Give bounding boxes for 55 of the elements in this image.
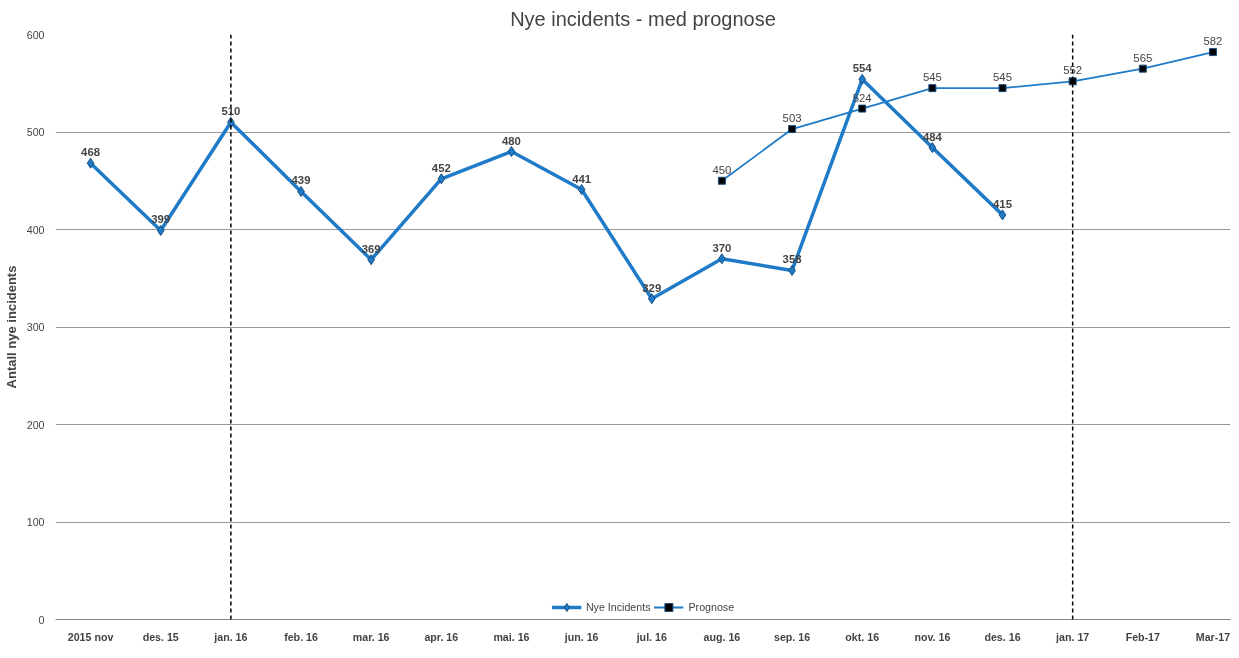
- data-label: 450: [712, 163, 732, 176]
- x-tick-label: aug. 16: [703, 630, 741, 643]
- data-label: 510: [221, 105, 241, 118]
- x-tick-label: Feb-17: [1125, 630, 1161, 643]
- data-label: 415: [993, 197, 1012, 210]
- point: [577, 184, 586, 196]
- x-tick-label: sep. 16: [774, 630, 811, 643]
- x-tick-label: jan. 16: [213, 630, 248, 643]
- x-tick-label: des. 15: [142, 630, 179, 643]
- x-tick-label: jun. 16: [563, 630, 599, 643]
- data-label: 370: [712, 241, 732, 254]
- data-label: 565: [1133, 51, 1153, 64]
- data-label: 503: [782, 112, 802, 125]
- y-tick-label: 0: [38, 613, 45, 626]
- data-label: 452: [431, 161, 451, 174]
- data-label: 441: [572, 172, 592, 185]
- x-tick-label: Mar-17: [1195, 630, 1231, 643]
- data-label: 480: [502, 134, 521, 147]
- point: [928, 142, 937, 154]
- x-tick-label: mai. 16: [493, 630, 530, 643]
- data-label: 552: [1063, 64, 1083, 77]
- y-tick-label: 300: [26, 321, 45, 333]
- legend-label: Prognose: [688, 601, 735, 613]
- data-label: 545: [993, 71, 1012, 84]
- data-label: 439: [291, 174, 311, 187]
- point: [86, 157, 95, 169]
- x-tick-label: mar. 16: [352, 630, 390, 643]
- x-tick-label: jan. 17: [1055, 630, 1090, 643]
- data-label: 484: [922, 130, 943, 143]
- y-tick-label: 100: [26, 516, 45, 528]
- data-label: 554: [852, 62, 873, 75]
- x-tick-label: des. 16: [984, 630, 1021, 643]
- point: [998, 209, 1007, 221]
- x-tick-label: apr. 16: [424, 630, 459, 643]
- x-tick-label: 2015 nov: [67, 630, 114, 643]
- point: [507, 146, 516, 157]
- point: [156, 224, 165, 236]
- point: [647, 293, 656, 305]
- x-tick-label: feb. 16: [284, 630, 318, 643]
- x-tick-label: jul. 16: [635, 630, 667, 643]
- chart-title: Nye incidents - med prognose: [510, 7, 776, 30]
- legend-label: Nye Incidents: [585, 601, 651, 613]
- y-tick-label: 600: [26, 28, 45, 41]
- x-tick-label: okt. 16: [845, 630, 880, 643]
- data-label: 468: [81, 146, 101, 159]
- point: [858, 73, 867, 85]
- y-tick-label: 200: [26, 418, 45, 431]
- y-tick-label: 400: [26, 223, 45, 236]
- data-label: 369: [361, 242, 381, 255]
- y-tick-label: 500: [26, 126, 45, 138]
- point: [437, 173, 446, 185]
- y-axis-title: Antall nye incidents: [3, 265, 19, 389]
- data-label: 582: [1203, 35, 1223, 48]
- x-tick-label: nov. 16: [914, 630, 951, 643]
- data-label: 545: [922, 71, 942, 84]
